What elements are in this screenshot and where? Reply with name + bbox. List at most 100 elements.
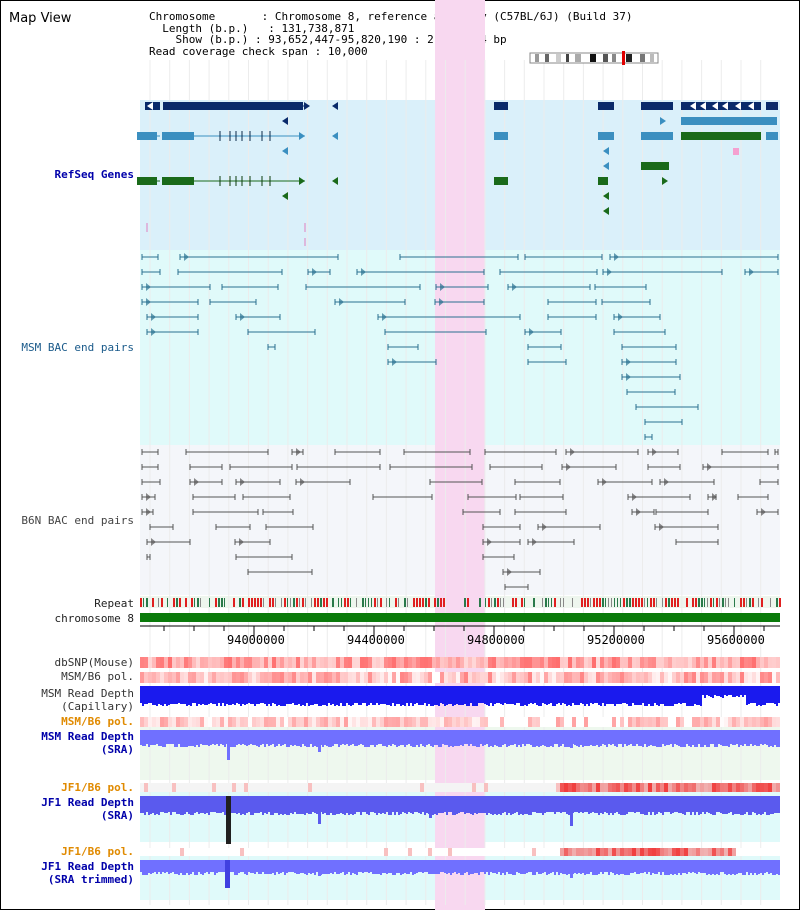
refseq-gene — [163, 102, 310, 110]
repeat-mark — [332, 598, 334, 607]
repeat-mark — [281, 598, 282, 607]
bac-end-pair — [189, 478, 223, 486]
refseq-gene — [681, 117, 776, 125]
repeat-mark — [653, 598, 655, 607]
refseq-gene — [145, 102, 160, 110]
bac-end-pair — [482, 524, 521, 530]
bac-end-pair — [429, 479, 483, 485]
gene-arrow — [332, 177, 338, 185]
jf1-read-depth-sra-track — [140, 796, 780, 844]
bac-end-pair — [179, 253, 339, 261]
repeat-mark — [695, 598, 697, 607]
bac-end-pair — [209, 299, 257, 305]
repeat-mark — [179, 598, 181, 607]
bac-end-pair — [192, 494, 236, 500]
repeat-mark — [143, 598, 144, 607]
bac-end-pair — [189, 464, 223, 470]
bac-end-pair — [621, 358, 677, 366]
repeat-mark — [761, 598, 763, 607]
repeat-mark — [587, 598, 589, 607]
refseq-gene — [767, 117, 777, 125]
repeat-mark — [638, 598, 640, 607]
axis-tick-label: 95600000 — [707, 633, 765, 647]
repeat-mark — [191, 598, 193, 607]
repeat-mark — [503, 598, 504, 607]
repeat-mark — [704, 598, 705, 607]
repeat-mark — [521, 598, 523, 607]
gene-arrow — [299, 177, 305, 185]
gene-arrow — [735, 102, 741, 110]
bac-end-pair — [499, 269, 598, 275]
repeat-mark — [374, 598, 376, 607]
repeat-mark — [428, 598, 430, 607]
repeat-mark — [173, 598, 175, 607]
repeat-mark — [770, 598, 771, 607]
repeat-mark — [419, 598, 421, 607]
repeat-mark — [323, 598, 325, 607]
gene-arrow — [147, 102, 153, 110]
repeat-mark — [380, 598, 382, 607]
page-title: Map View — [9, 11, 72, 26]
repeat-mark — [494, 598, 496, 607]
repeat-mark — [422, 598, 424, 607]
repeat-mark — [302, 598, 304, 607]
repeat-mark — [158, 598, 159, 607]
ideogram-band — [590, 54, 596, 62]
bac-end-pair — [434, 298, 485, 306]
repeat-mark — [425, 598, 427, 607]
repeat-mark — [215, 598, 217, 607]
repeat-mark — [599, 598, 601, 607]
axis-tick-label: 94800000 — [467, 633, 525, 647]
bac-end-pair — [547, 314, 597, 320]
repeat-mark — [320, 598, 322, 607]
repeat-mark — [500, 598, 501, 607]
bac-end-pair — [229, 464, 293, 470]
ideogram-band — [566, 54, 569, 62]
repeat-mark — [152, 598, 154, 607]
refseq-gene — [494, 132, 508, 140]
bac-end-pair — [514, 509, 567, 515]
repeat-mark — [563, 598, 564, 607]
repeat-mark — [467, 598, 469, 607]
repeat-mark — [386, 598, 387, 607]
axis-tick-label: 94400000 — [347, 633, 405, 647]
repeat-mark — [632, 598, 634, 607]
repeat-mark — [665, 598, 667, 607]
bac-end-pair — [537, 523, 601, 531]
bac-end-pair — [635, 404, 699, 410]
bac-end-pair — [524, 254, 603, 260]
read-depth-spike — [570, 796, 573, 826]
bac-end-pair — [141, 464, 159, 470]
read-depth-spike — [318, 796, 321, 824]
axis-tick-label: 94000000 — [227, 633, 285, 647]
repeat-mark — [389, 598, 390, 607]
refseq-gene — [494, 177, 508, 185]
span-value: 10,000 — [327, 44, 368, 58]
gene-arrow — [603, 207, 609, 215]
bac-end-pair — [597, 478, 653, 486]
repeat-mark — [242, 598, 244, 607]
repeat-mark — [647, 598, 648, 607]
bac-end-pair — [372, 494, 433, 500]
ideogram-band — [603, 54, 608, 62]
msm-bac-label: MSM BAC end pairs — [21, 341, 134, 354]
repeat-mark — [395, 598, 397, 607]
length-key: Length (b.p.) — [162, 21, 249, 35]
bac-end-pair — [215, 524, 251, 530]
refseq-gene — [598, 177, 608, 185]
refseq-gene — [766, 132, 778, 140]
repeat-mark — [674, 598, 676, 607]
repeat-mark — [605, 598, 606, 607]
repeat-mark — [560, 598, 561, 607]
bac-end-pair — [484, 449, 557, 455]
ideogram-band — [650, 54, 654, 62]
repeat-mark — [710, 598, 712, 607]
repeat-mark — [326, 598, 328, 607]
jf1-read-depth-sra-label-2: (SRA) — [100, 809, 134, 822]
length-value: 131,738,871 — [281, 21, 355, 35]
msm-bac-pairs — [141, 253, 779, 440]
read-depth-spike — [226, 796, 231, 844]
bac-end-pair — [547, 299, 597, 305]
repeat-mark — [224, 598, 225, 607]
